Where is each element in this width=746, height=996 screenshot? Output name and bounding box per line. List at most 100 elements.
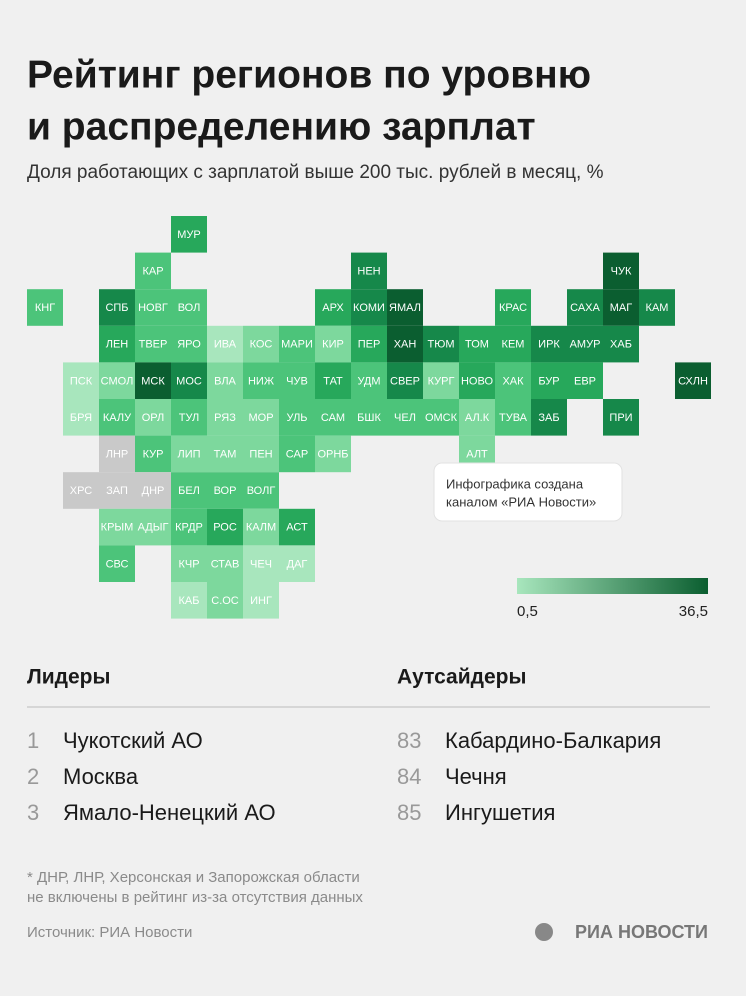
region-label: СВЕР	[390, 375, 420, 387]
legend-min: 0,5	[517, 603, 538, 620]
region-label: ОРНБ	[317, 449, 348, 461]
rank: 84	[397, 764, 421, 789]
region-label: ПЕР	[358, 339, 381, 351]
tile-map: МУР КАР НЕН ЧУК КНГ СПБ НОВГ ВОЛ АРХ КОМИ ЯМАЛ КРАС…	[27, 216, 711, 619]
region-tile	[99, 325, 135, 363]
region-label: АСТ	[286, 522, 308, 534]
region-tile	[603, 325, 639, 363]
region-label: СМОЛ	[101, 375, 134, 387]
region-tile	[27, 289, 63, 326]
region-tile	[567, 325, 603, 363]
region-tile	[243, 399, 279, 436]
region-tile	[387, 289, 423, 326]
region-tile	[171, 216, 207, 253]
region-label: МОС	[176, 375, 202, 387]
region-tile	[279, 508, 315, 546]
region-tile	[675, 362, 711, 399]
rankings: 1 Чукотский АО 2 Москва 3 Ямало-Ненецкий АО 83…	[27, 728, 661, 825]
region-tile	[135, 399, 171, 436]
region-tile	[243, 508, 279, 546]
region-tile	[243, 362, 279, 399]
region-label: ТЮМ	[428, 339, 455, 351]
region-name: Кабардино-Балкария	[445, 728, 661, 753]
region-label: ЯРО	[177, 339, 201, 351]
region-label: ДНР	[142, 485, 165, 497]
region-label: ОРЛ	[142, 412, 165, 424]
region-label: КУР	[143, 449, 164, 461]
region-tile	[99, 435, 135, 473]
region-label: ПЕН	[249, 449, 272, 461]
region-tile	[351, 289, 387, 326]
region-tile	[63, 362, 99, 399]
region-tile	[279, 325, 315, 363]
region-label: ЧУК	[611, 266, 632, 278]
region-label: ХАН	[394, 339, 417, 351]
region-name: Москва	[63, 764, 139, 789]
region-tile	[63, 399, 99, 436]
region-label: ВОР	[214, 485, 237, 497]
region-tile	[135, 508, 171, 546]
region-label: КИР	[322, 339, 344, 351]
region-tile	[63, 472, 99, 509]
region-label: БУР	[538, 375, 559, 387]
list-title: Аутсайдеры	[397, 666, 526, 689]
region-label: КУРГ	[428, 375, 455, 387]
region-tile	[243, 582, 279, 619]
region-tile	[351, 252, 387, 290]
legend-bar	[517, 578, 708, 594]
region-label: ЧЕЛ	[394, 412, 416, 424]
region-tile	[243, 435, 279, 473]
region-tile	[387, 325, 423, 363]
region-label: КАЛМ	[246, 522, 276, 534]
region-tile	[531, 399, 567, 436]
region-label: СПБ	[105, 302, 128, 314]
region-tile	[243, 545, 279, 582]
region-label: ТУВА	[499, 412, 528, 424]
region-label: ВЛА	[214, 375, 236, 387]
region-tile	[207, 472, 243, 509]
region-label: ТАМ	[214, 449, 237, 461]
region-tile	[207, 399, 243, 436]
region-label: ЧУВ	[286, 375, 308, 387]
region-label: РЯЗ	[214, 412, 236, 424]
region-tile	[171, 545, 207, 582]
callout-box	[433, 462, 623, 522]
region-tile	[171, 399, 207, 436]
region-label: РОС	[213, 522, 237, 534]
region-label: ИРК	[538, 339, 560, 351]
region-tile	[351, 325, 387, 363]
region-tile	[99, 508, 135, 546]
region-label: ПРИ	[609, 412, 632, 424]
region-label: ХАБ	[610, 339, 632, 351]
region-label: КЧР	[178, 558, 199, 570]
region-label: ТУЛ	[179, 412, 200, 424]
rank: 3	[27, 800, 39, 825]
region-label: КАМ	[646, 302, 669, 314]
region-label: НИЖ	[248, 375, 274, 387]
region-label: С.ОС	[211, 595, 239, 607]
region-tile	[603, 252, 639, 290]
region-label: УЛЬ	[286, 412, 307, 424]
region-label: ИВА	[214, 339, 237, 351]
title-line: и распределению зарплат	[27, 105, 536, 148]
region-label: КАБ	[179, 595, 200, 607]
region-tile	[279, 399, 315, 436]
rank: 1	[27, 728, 39, 753]
region-label: ЛИП	[177, 449, 200, 461]
region-tile	[207, 362, 243, 399]
region-label: ЗАБ	[538, 412, 559, 424]
region-tile	[279, 545, 315, 582]
subtitle: Доля работающих с зарплатой выше 200 тыс…	[27, 162, 604, 183]
region-label: ТВЕР	[139, 339, 168, 351]
rank: 83	[397, 728, 421, 753]
region-tile	[567, 289, 603, 326]
region-tile	[531, 362, 567, 399]
region-label: АМУР	[570, 339, 601, 351]
region-label: МАГ	[610, 302, 633, 314]
region-tile	[207, 545, 243, 582]
region-label: САМ	[321, 412, 345, 424]
footnote: * ДНР, ЛНР, Херсонская и Запорожская обл…	[27, 869, 360, 886]
region-tile	[99, 472, 135, 509]
region-tile	[495, 289, 531, 326]
